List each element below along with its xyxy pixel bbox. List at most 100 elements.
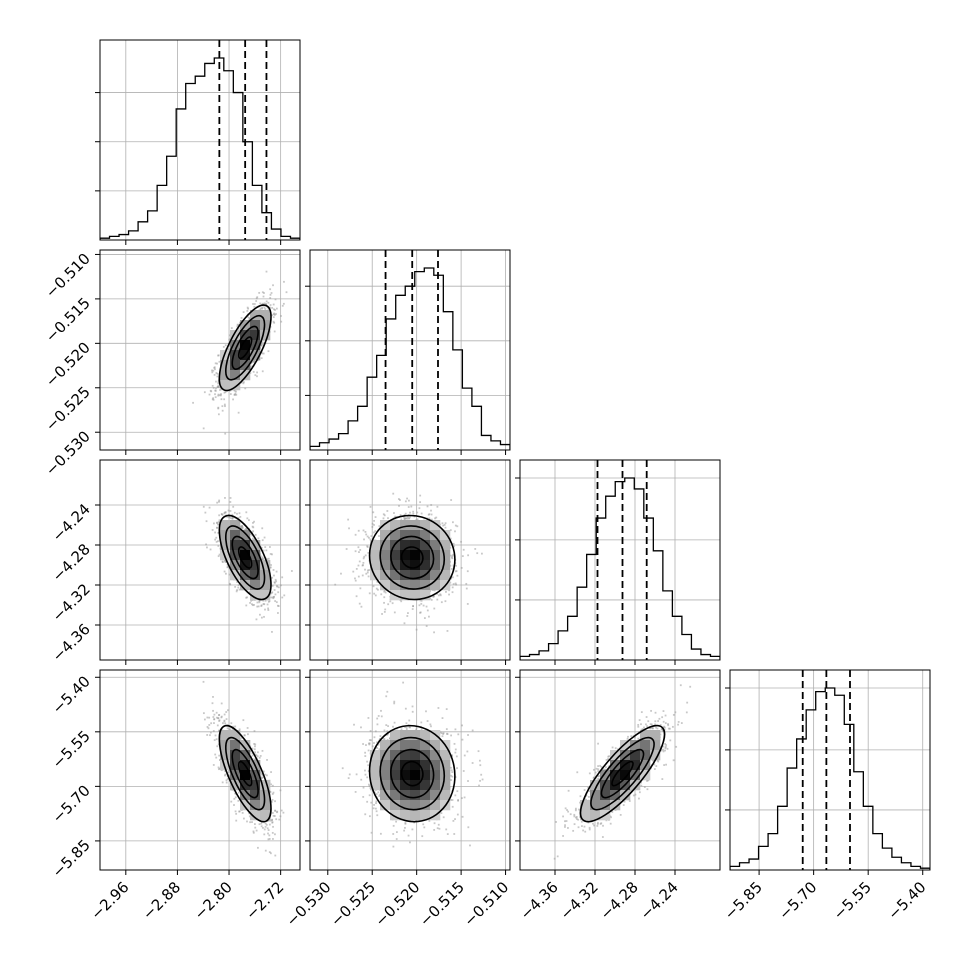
scatter-point — [236, 512, 238, 515]
scatter-point — [254, 743, 257, 746]
scatter-point — [262, 549, 265, 552]
density-cell — [230, 370, 241, 381]
scatter-point — [216, 501, 219, 504]
scatter-point — [257, 537, 260, 540]
scatter-point — [268, 819, 271, 822]
scatter-point — [451, 568, 453, 570]
scatter-point — [418, 507, 421, 510]
scatter-point — [274, 600, 277, 602]
scatter-point — [215, 380, 217, 383]
scatter-point — [433, 607, 436, 610]
scatter-point — [266, 603, 269, 606]
density-cell — [400, 570, 411, 581]
scatter-point — [235, 590, 238, 593]
scatter-point — [256, 296, 259, 299]
density-cell — [430, 540, 441, 551]
scatter-point — [273, 330, 276, 333]
scatter-point — [433, 589, 436, 592]
scatter-point — [375, 587, 378, 590]
density-cell — [240, 340, 251, 351]
scatter-point — [420, 602, 423, 605]
y-tick-label: −4.36 — [49, 620, 94, 665]
scatter-point — [216, 526, 218, 529]
histogram-step — [100, 57, 300, 240]
density-shading — [220, 520, 271, 601]
scatter-point — [259, 302, 262, 305]
scatter-point — [267, 609, 270, 611]
scatter-point — [345, 548, 348, 550]
scatter-point — [418, 604, 421, 607]
scatter-point — [245, 527, 248, 530]
scatter-point — [271, 576, 274, 579]
scatter-point — [217, 354, 220, 357]
scatter-point — [229, 517, 232, 520]
scatter-contour-panel: −4.36−4.32−4.28−4.24 — [49, 459, 301, 665]
scatter-point — [455, 564, 457, 567]
scatter-point — [218, 499, 221, 502]
scatter-point — [225, 781, 228, 784]
scatter-point — [247, 307, 250, 310]
scatter-point — [227, 347, 229, 350]
scatter-point — [264, 599, 267, 602]
histogram-panel — [305, 249, 511, 455]
scatter-point — [249, 750, 252, 753]
scatter-point — [209, 389, 212, 392]
scatter-point — [262, 603, 265, 605]
scatter-point — [461, 555, 464, 558]
scatter-point — [382, 517, 385, 520]
scatter-point — [365, 572, 368, 575]
scatter-point — [451, 576, 454, 579]
scatter-point — [399, 499, 401, 501]
scatter-point — [451, 555, 454, 557]
scatter-point — [283, 280, 285, 283]
scatter-point — [218, 768, 220, 771]
scatter-point — [240, 525, 243, 528]
scatter-point — [430, 513, 433, 516]
scatter-point — [273, 815, 276, 817]
density-cell — [260, 590, 271, 601]
scatter-point — [233, 804, 235, 806]
scatter-point — [260, 825, 263, 828]
density-cell — [420, 530, 431, 541]
scatter-point — [275, 307, 278, 310]
scatter-point — [400, 600, 403, 603]
density-cell — [420, 520, 431, 531]
scatter-point — [217, 540, 219, 543]
scatter-point — [393, 611, 396, 614]
scatter-point — [259, 774, 262, 777]
scatter-point — [236, 325, 239, 328]
scatter-point — [271, 798, 274, 801]
scatter-point — [271, 793, 274, 795]
scatter-point — [215, 387, 217, 390]
scatter-point — [258, 756, 261, 759]
scatter-point — [474, 548, 477, 550]
scatter-point — [391, 602, 394, 605]
scatter-point — [260, 605, 263, 607]
scatter-point — [403, 516, 405, 519]
scatter-point — [217, 545, 220, 547]
contour-line — [400, 546, 424, 569]
scatter-point — [213, 522, 215, 525]
scatter-point — [271, 821, 274, 824]
scatter-point — [214, 393, 216, 396]
scatter-point — [449, 554, 452, 557]
density-cell — [390, 530, 401, 541]
scatter-point — [267, 350, 270, 353]
scatter-point — [272, 284, 274, 287]
y-tick-label: −0.520 — [42, 338, 94, 390]
scatter-point — [271, 630, 273, 633]
density-cell — [410, 560, 421, 571]
panel-frame — [99, 459, 301, 661]
scatter-point — [261, 352, 264, 355]
scatter-point — [465, 582, 468, 585]
density-cell — [390, 550, 401, 561]
density-cell — [250, 580, 261, 591]
scatter-point — [380, 593, 383, 596]
scatter-point — [273, 574, 275, 577]
scatter-point — [202, 427, 205, 430]
scatter-point — [251, 534, 254, 537]
scatter-point — [340, 572, 342, 575]
scatter-point — [262, 599, 265, 602]
scatter-point — [366, 569, 369, 572]
scatter-point — [433, 631, 435, 634]
